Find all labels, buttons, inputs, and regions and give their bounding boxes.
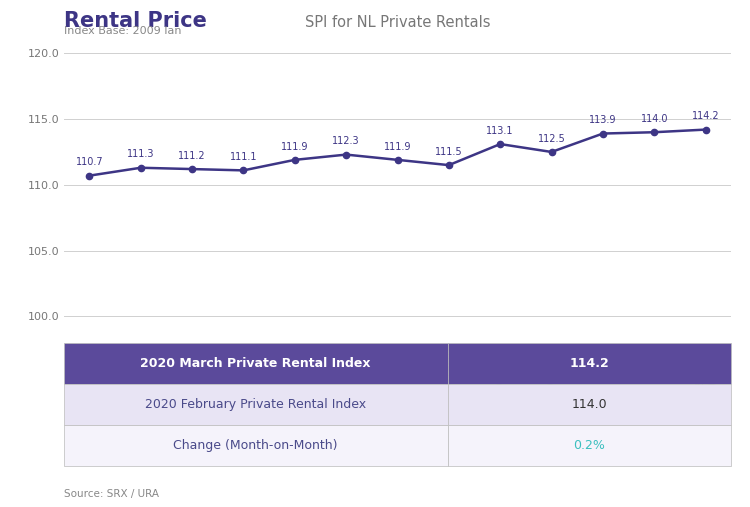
- Text: 110.7: 110.7: [76, 157, 104, 167]
- Text: 113.9: 113.9: [590, 115, 616, 125]
- Bar: [64, 425, 448, 466]
- Text: 111.2: 111.2: [178, 151, 206, 161]
- Text: 2020 February Private Rental Index: 2020 February Private Rental Index: [145, 398, 366, 411]
- Text: 111.9: 111.9: [281, 141, 308, 152]
- Bar: [448, 384, 731, 425]
- Text: 111.3: 111.3: [127, 150, 154, 159]
- Text: 113.1: 113.1: [487, 126, 514, 136]
- Text: 111.5: 111.5: [435, 147, 463, 157]
- Bar: [448, 425, 731, 466]
- Text: 114.0: 114.0: [572, 398, 608, 411]
- Title: SPI for NL Private Rentals: SPI for NL Private Rentals: [304, 15, 490, 29]
- Text: 111.1: 111.1: [230, 152, 257, 162]
- Bar: [64, 343, 448, 384]
- Text: 114.2: 114.2: [569, 357, 609, 370]
- Text: Source: SRX / URA: Source: SRX / URA: [64, 489, 159, 499]
- Text: 114.2: 114.2: [692, 111, 719, 121]
- Text: Change (Month-on-Month): Change (Month-on-Month): [173, 440, 338, 452]
- Text: 114.0: 114.0: [640, 114, 668, 124]
- Bar: [448, 343, 731, 384]
- Text: Rental Price: Rental Price: [64, 12, 206, 31]
- Text: 0.2%: 0.2%: [574, 440, 605, 452]
- Text: 112.3: 112.3: [332, 136, 360, 146]
- Bar: [64, 384, 448, 425]
- Text: 112.5: 112.5: [538, 134, 566, 143]
- Text: 111.9: 111.9: [384, 141, 411, 152]
- Text: Index Base: 2009 Jan: Index Base: 2009 Jan: [64, 26, 182, 37]
- Text: 2020 March Private Rental Index: 2020 March Private Rental Index: [140, 357, 371, 370]
